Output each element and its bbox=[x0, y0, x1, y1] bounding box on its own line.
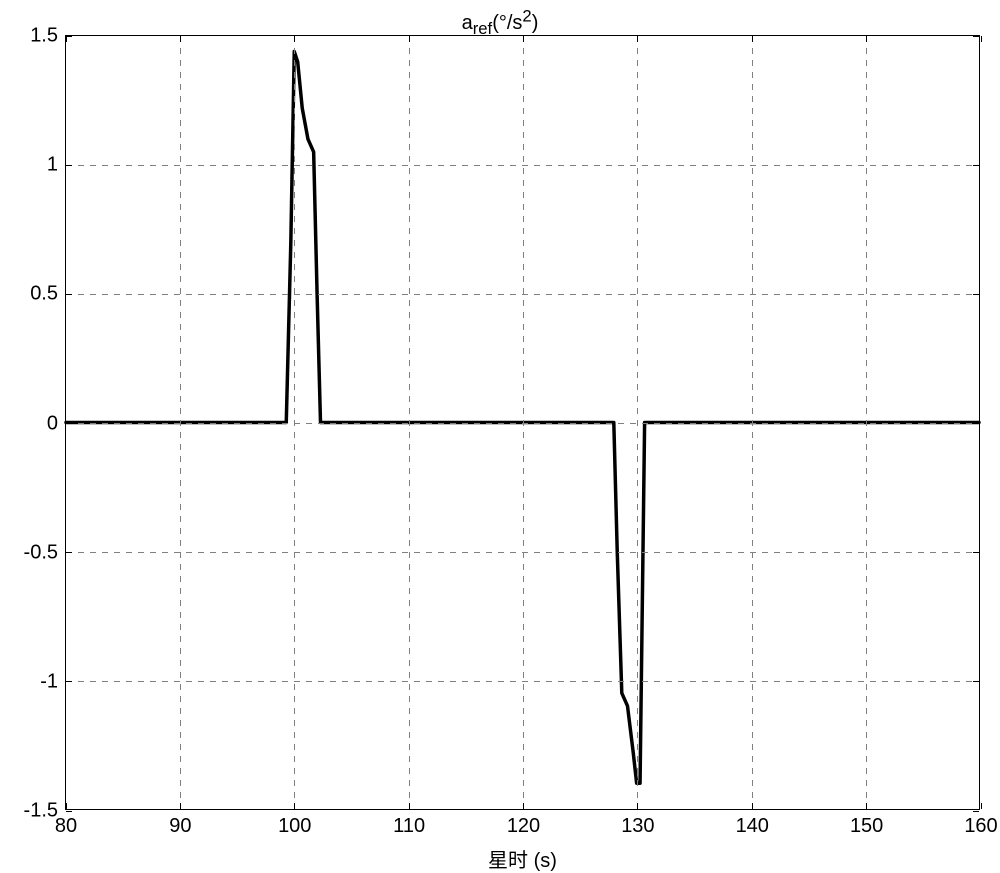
y-tick-label: 0 bbox=[47, 412, 66, 435]
x-tick-label: 130 bbox=[621, 809, 654, 838]
y-tick-label: 1 bbox=[47, 154, 66, 177]
x-tick-label: 110 bbox=[393, 809, 425, 838]
x-tick-label: 100 bbox=[278, 809, 311, 838]
title-text: aref(°/s2) bbox=[462, 12, 539, 34]
chart-title: aref(°/s2) bbox=[0, 6, 1000, 39]
y-tick-label: -0.5 bbox=[24, 541, 66, 564]
x-tick-label: 90 bbox=[169, 809, 191, 838]
x-tick-label: 140 bbox=[736, 809, 769, 838]
y-tick-label: 1.5 bbox=[30, 25, 66, 48]
chart-container: aref(°/s2) -1.5-1-0.500.511.580901001101… bbox=[0, 0, 1000, 870]
x-axis-label-wrap: 星时 (s) bbox=[65, 35, 980, 810]
y-tick-label: -1 bbox=[40, 670, 66, 693]
x-tick-label: 160 bbox=[964, 809, 997, 838]
x-axis-label: 星时 (s) bbox=[488, 810, 557, 873]
x-tick-label: 80 bbox=[55, 809, 77, 838]
x-tick-label: 150 bbox=[850, 809, 883, 838]
y-tick-label: 0.5 bbox=[30, 283, 66, 306]
x-tick-mark-top bbox=[981, 36, 982, 42]
